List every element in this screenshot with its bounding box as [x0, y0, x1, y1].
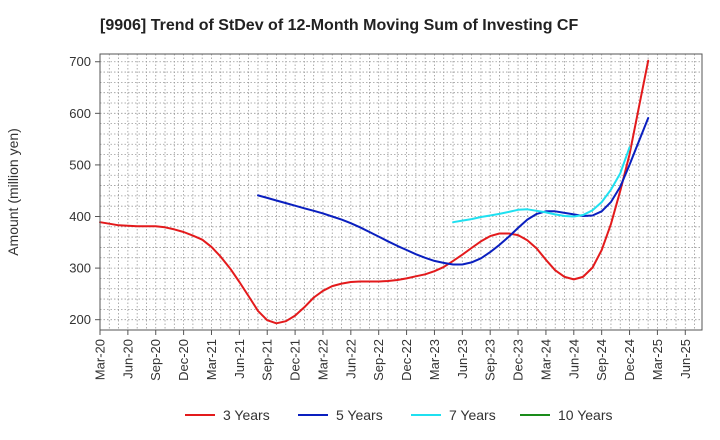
legend-label-3-years: 3 Years	[223, 407, 270, 423]
x-tick-label: Sep-21	[260, 339, 275, 381]
y-tick-labels: 200 300 400 500 600 700	[69, 54, 100, 327]
x-tick-label: Mar-21	[204, 339, 219, 380]
x-tick-label: Mar-24	[538, 339, 553, 380]
grid-layer	[99, 54, 702, 331]
x-tick-label: Sep-24	[594, 339, 609, 381]
chart-title: [9906] Trend of StDev of 12-Month Moving…	[100, 17, 578, 34]
x-tick-label: Dec-20	[176, 339, 191, 381]
series-line-7-years	[452, 146, 631, 224]
x-tick-label: Dec-23	[511, 339, 526, 381]
x-tick-labels: Mar-20 Jun-20 Sep-20 Dec-20 Mar-21 Jun-21 Sep-…	[93, 330, 693, 381]
legend-label-10-years: 10 Years	[558, 407, 613, 423]
y-tick-label: 400	[69, 209, 91, 224]
x-tick-label: Mar-20	[93, 339, 108, 380]
x-tick-label: Jun-22	[343, 339, 358, 379]
x-tick-label: Jun-25	[678, 339, 693, 379]
y-tick-label: 200	[69, 312, 91, 327]
x-tick-label: Mar-22	[315, 339, 330, 380]
x-tick-label: Dec-21	[288, 339, 303, 381]
legend-label-7-years: 7 Years	[449, 407, 496, 423]
x-tick-label: Sep-23	[483, 339, 498, 381]
plot-frame	[99, 53, 703, 331]
x-tick-label: Sep-20	[148, 339, 163, 381]
x-tick-label: Jun-23	[455, 339, 470, 379]
x-tick-label: Jun-20	[120, 339, 135, 379]
x-tick-label: Mar-25	[650, 339, 665, 380]
y-axis-label: Amount (million yen)	[5, 128, 21, 256]
x-tick-label: Sep-22	[371, 339, 386, 381]
y-tick-label: 300	[69, 261, 91, 276]
x-tick-label: Jun-24	[566, 339, 581, 379]
legend: 3 Years 5 Years 7 Years 10 Years	[185, 407, 613, 423]
x-tick-label: Jun-21	[232, 339, 247, 379]
y-tick-label: 600	[69, 106, 91, 121]
x-tick-label: Dec-24	[622, 339, 637, 381]
x-tick-label: Mar-23	[427, 339, 442, 380]
series-line-3-years	[99, 59, 650, 325]
x-tick-label: Dec-22	[399, 339, 414, 381]
series-layer	[99, 59, 650, 325]
legend-label-5-years: 5 Years	[336, 407, 383, 423]
y-tick-label: 700	[69, 54, 91, 69]
y-tick-label: 500	[69, 157, 91, 172]
